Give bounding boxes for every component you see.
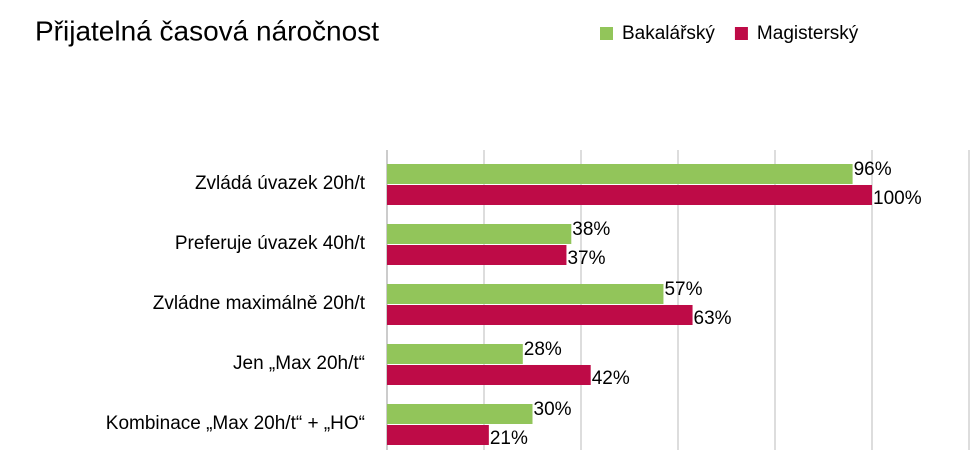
value-label: 96% (854, 159, 892, 180)
bar (387, 164, 853, 184)
bar (387, 305, 693, 325)
bar (387, 185, 872, 205)
legend-label: Magisterský (757, 23, 859, 44)
value-label: 100% (873, 188, 922, 209)
bar (387, 425, 489, 445)
bar (387, 365, 591, 385)
value-label: 38% (572, 219, 610, 240)
bar (387, 245, 567, 265)
y-tick-label: Jen „Max 20h/t“ (233, 353, 365, 374)
y-tick-label: Zvládá úvazek 20h/t (195, 173, 366, 194)
value-label: 30% (534, 399, 572, 420)
bar (387, 344, 523, 364)
value-label: 37% (567, 248, 605, 269)
value-label: 21% (490, 428, 528, 449)
value-label: 42% (592, 368, 630, 389)
bar (387, 404, 533, 424)
y-tick-label: Zvládne maximálně 20h/t (153, 293, 366, 314)
bar (387, 224, 572, 244)
value-label: 57% (664, 279, 702, 300)
bar (387, 284, 664, 304)
legend-label: Bakalářský (622, 23, 715, 44)
legend-swatch (734, 27, 748, 40)
y-tick-label: Kombinace „Max 20h/t“ + „HO“ (106, 413, 365, 434)
value-label: 28% (524, 339, 562, 360)
y-tick-label: Preferuje úvazek 40h/t (175, 233, 366, 254)
chart-title: Přijatelná časová náročnost (35, 15, 379, 46)
legend-swatch (600, 27, 613, 40)
value-label: 63% (694, 308, 732, 329)
